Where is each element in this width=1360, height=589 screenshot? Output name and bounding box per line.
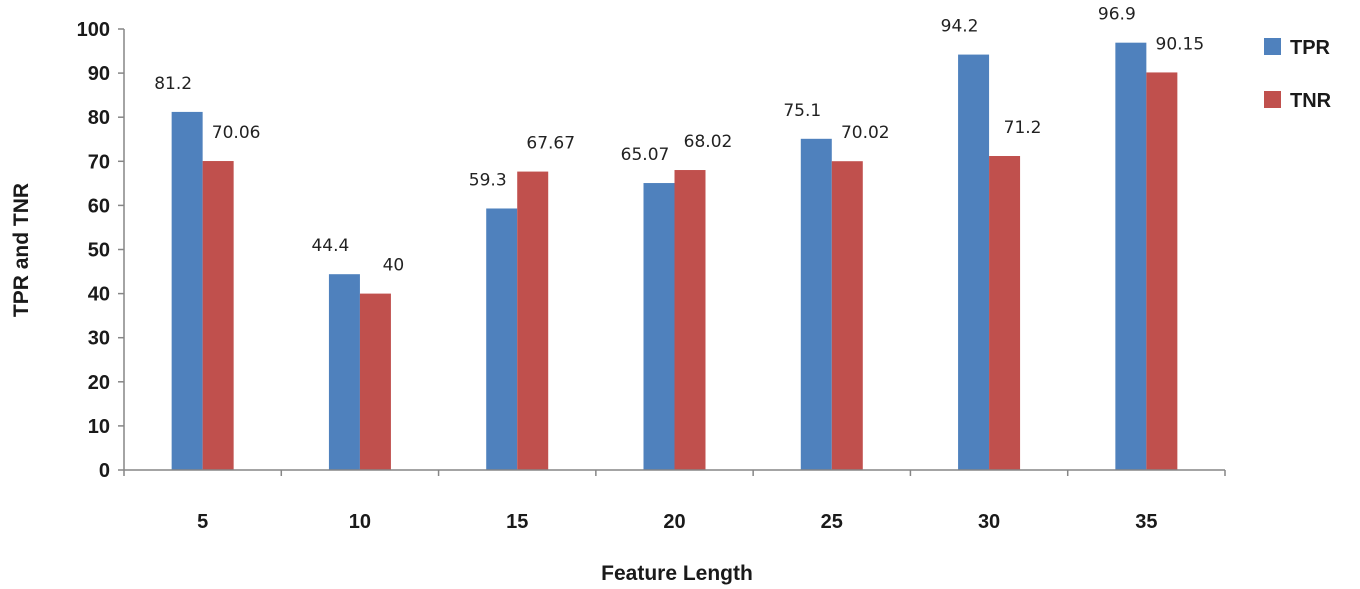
- x-tick-label: 5: [197, 511, 208, 533]
- legend-swatch-tnr: [1264, 91, 1281, 108]
- y-tick-label: 10: [88, 416, 110, 438]
- bar-tnr: [989, 156, 1021, 470]
- bar-tnr: [202, 161, 234, 470]
- x-axis-title: Feature Length: [601, 562, 753, 585]
- data-label-tnr: 40: [383, 256, 405, 276]
- x-tick-label: 30: [978, 511, 1000, 533]
- y-tick-label: 100: [77, 19, 110, 41]
- data-label-tnr: 70.02: [841, 123, 890, 143]
- data-label-tnr: 70.06: [212, 123, 261, 143]
- bar-tnr: [359, 293, 391, 470]
- bar-tpr: [171, 111, 203, 471]
- y-tick-label: 30: [88, 328, 110, 350]
- y-tick-label: 50: [88, 240, 110, 262]
- legend-label-tpr: TPR: [1290, 37, 1331, 59]
- y-tick-label: 40: [88, 284, 110, 306]
- bar-tpr: [1115, 42, 1147, 471]
- x-tick-label: 15: [506, 511, 528, 533]
- y-tick-label: 20: [88, 372, 110, 394]
- data-label-tpr: 75.1: [783, 101, 821, 121]
- x-tick-label: 10: [349, 511, 371, 533]
- y-tick-label: 0: [99, 460, 110, 482]
- data-label-tpr: 94.2: [941, 17, 979, 37]
- bar-tnr: [674, 170, 706, 470]
- bar-tnr: [831, 161, 863, 471]
- y-tick-label: 70: [88, 151, 110, 173]
- data-label-tnr: 67.67: [526, 134, 575, 154]
- data-label-tpr: 65.07: [621, 145, 670, 165]
- data-label-tnr: 90.15: [1156, 34, 1205, 54]
- data-label-tpr: 96.9: [1098, 5, 1136, 25]
- y-tick-label: 80: [88, 107, 110, 129]
- legend-swatch-tpr: [1264, 38, 1281, 55]
- x-axis: 5 10 15 20 25 30 35: [123, 469, 1226, 533]
- bars: [171, 42, 1178, 471]
- x-tick-label: 35: [1135, 511, 1157, 533]
- bar-tpr: [958, 54, 990, 470]
- data-labels: 81.2 44.4 59.3 65.07 75.1 94.2 96.9 70.06 40 67.6…: [154, 5, 1204, 276]
- y-axis: 0 10 20 30 40 50 60 70 80 90 100: [77, 19, 125, 482]
- bar-tnr: [517, 171, 549, 470]
- bar-tpr: [800, 138, 832, 470]
- bar-tpr: [328, 274, 360, 470]
- bar-tpr: [643, 183, 675, 470]
- data-label-tnr: 68.02: [684, 132, 733, 152]
- data-label-tpr: 81.2: [154, 74, 192, 94]
- data-label-tpr: 59.3: [469, 170, 507, 190]
- data-label-tnr: 71.2: [1004, 118, 1042, 138]
- bar-tpr: [486, 208, 518, 470]
- x-tick-label: 25: [821, 511, 843, 533]
- data-label-tpr: 44.4: [311, 236, 349, 256]
- bar-tnr: [1146, 72, 1178, 470]
- y-tick-label: 90: [88, 63, 110, 85]
- legend-label-tnr: TNR: [1290, 90, 1332, 112]
- y-tick-label: 60: [88, 195, 110, 217]
- legend: TPR TNR: [1264, 37, 1332, 112]
- y-axis-title: TPR and TNR: [10, 183, 33, 317]
- x-tick-label: 20: [663, 511, 685, 533]
